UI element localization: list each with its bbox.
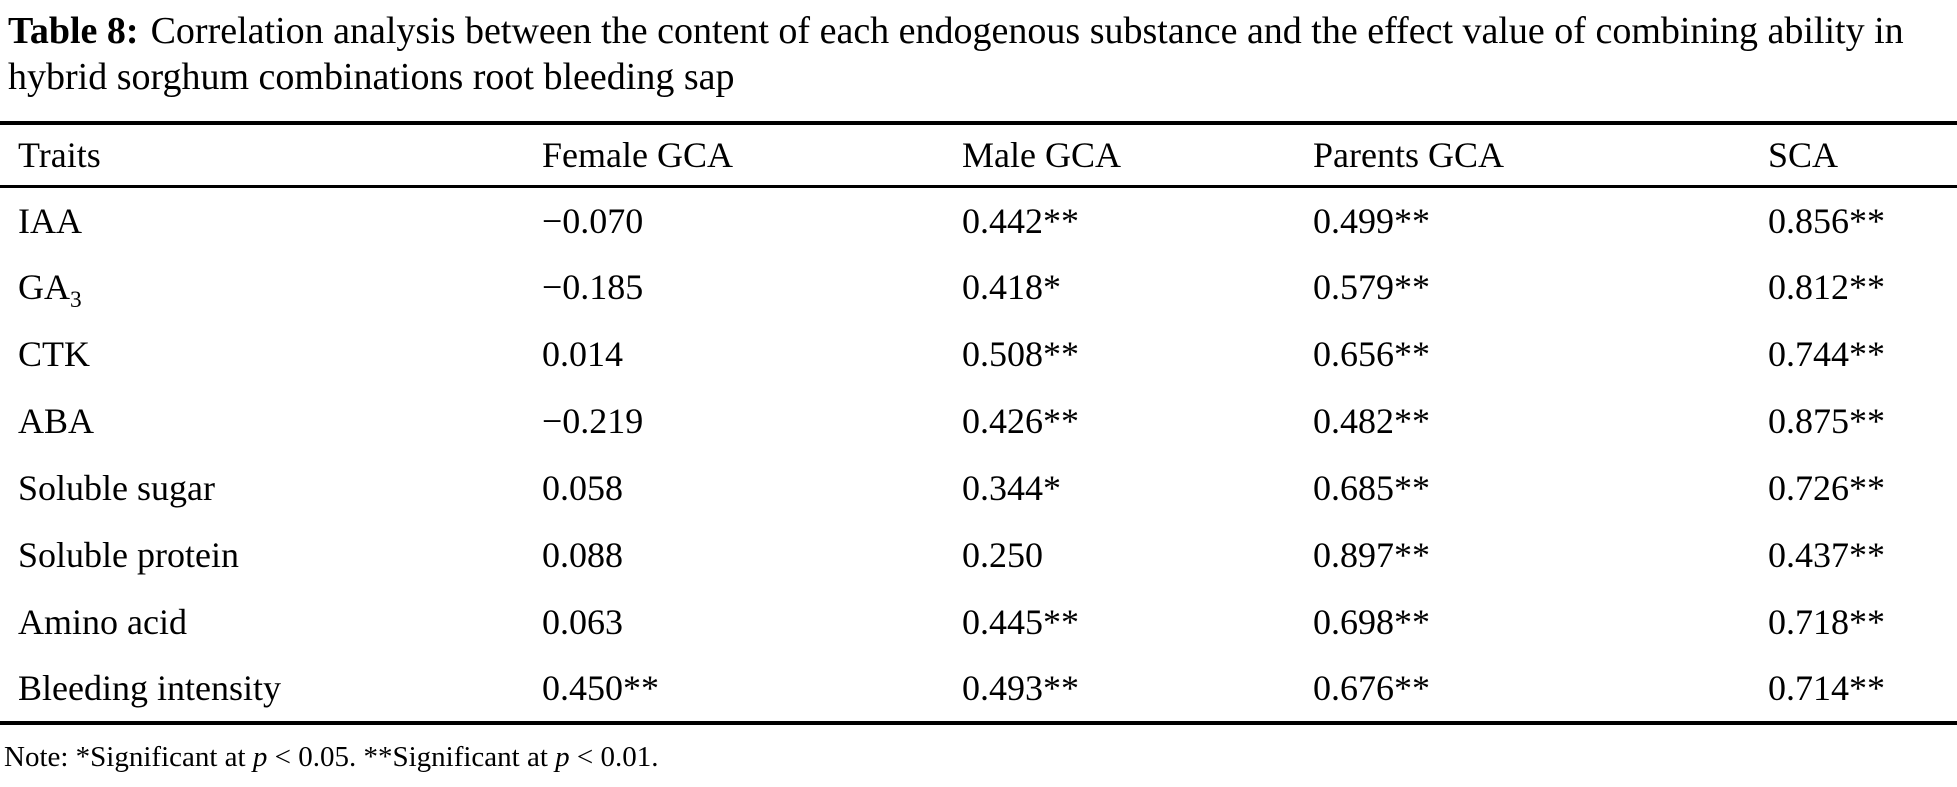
parents-gca-cell: 0.499** [1313, 200, 1430, 241]
column-header-traits: Traits [18, 134, 101, 175]
female-gca-cell: 0.450** [542, 668, 659, 709]
trait-cell: ABA [0, 388, 524, 455]
correlation-table: Traits Female GCA Male GCA Parents GCA S… [0, 121, 1957, 725]
sca-cell: 0.714** [1768, 668, 1885, 709]
table-row-bleeding-intensity: Bleeding intensity 0.450** 0.493** 0.676… [0, 656, 1957, 723]
sca-cell: 0.856** [1768, 200, 1885, 241]
note-text: < 0.01. [569, 740, 659, 773]
trait-label: Amino acid [18, 602, 187, 643]
table-row-soluble-protein: Soluble protein 0.088 0.250 0.897** 0.43… [0, 522, 1957, 589]
trait-subscript: 3 [70, 287, 82, 314]
male-gca-cell: 0.418* [962, 267, 1061, 308]
column-header-parents-gca: Parents GCA [1313, 134, 1504, 175]
parents-gca-cell: 0.676** [1313, 668, 1430, 709]
trait-cell: Soluble sugar [0, 455, 524, 522]
table-note: Note: *Significant at p < 0.05. **Signif… [0, 725, 1957, 774]
female-gca-cell: 0.058 [542, 468, 623, 509]
sca-cell: 0.437** [1768, 535, 1885, 576]
table-caption-number: Table 8: [8, 10, 139, 52]
trait-cell: IAA [0, 187, 524, 254]
note-text: Note: *Significant at [4, 740, 253, 773]
male-gca-cell: 0.508** [962, 334, 1079, 375]
male-gca-cell: 0.344* [962, 468, 1061, 509]
female-gca-cell: 0.014 [542, 334, 623, 375]
parents-gca-cell: 0.482** [1313, 401, 1430, 442]
male-gca-cell: 0.250 [962, 535, 1043, 576]
male-gca-cell: 0.442** [962, 200, 1079, 241]
column-header-male-gca: Male GCA [962, 134, 1121, 175]
trait-cell: Amino acid [0, 589, 524, 656]
trait-label: Soluble sugar [18, 468, 215, 509]
sca-cell: 0.726** [1768, 468, 1885, 509]
note-p-italic: p [555, 740, 570, 773]
parents-gca-cell: 0.897** [1313, 535, 1430, 576]
trait-label: IAA [18, 200, 82, 241]
male-gca-cell: 0.426** [962, 401, 1079, 442]
header-row: Traits Female GCA Male GCA Parents GCA S… [0, 122, 1957, 187]
table-row-soluble-sugar: Soluble sugar 0.058 0.344* 0.685** 0.726… [0, 455, 1957, 522]
female-gca-cell: −0.219 [542, 401, 644, 442]
note-text: < 0.05. **Significant at [267, 740, 556, 773]
table-row-ga3: GA3 −0.185 0.418* 0.579** 0.812** [0, 254, 1957, 321]
trait-label: GA [18, 267, 70, 308]
sca-cell: 0.744** [1768, 334, 1885, 375]
trait-label: Soluble protein [18, 535, 239, 576]
male-gca-cell: 0.445** [962, 602, 1079, 643]
table-caption: Table 8: Correlation analysis between the… [0, 6, 1957, 101]
female-gca-cell: −0.070 [542, 200, 644, 241]
trait-cell: GA3 [0, 254, 524, 321]
table-row-amino-acid: Amino acid 0.063 0.445** 0.698** 0.718** [0, 589, 1957, 656]
female-gca-cell: 0.063 [542, 602, 623, 643]
trait-label: Bleeding intensity [18, 668, 281, 709]
trait-cell: CTK [0, 321, 524, 388]
female-gca-cell: 0.088 [542, 535, 623, 576]
note-p-italic: p [252, 740, 268, 773]
table-row-ctk: CTK 0.014 0.508** 0.656** 0.744** [0, 321, 1957, 388]
male-gca-cell: 0.493** [962, 668, 1079, 709]
sca-cell: 0.875** [1768, 401, 1885, 442]
sca-cell: 0.812** [1768, 267, 1885, 308]
parents-gca-cell: 0.579** [1313, 267, 1430, 308]
sca-cell: 0.718** [1768, 602, 1885, 643]
trait-cell: Soluble protein [0, 522, 524, 589]
table-row-aba: ABA −0.219 0.426** 0.482** 0.875** [0, 388, 1957, 455]
parents-gca-cell: 0.656** [1313, 334, 1430, 375]
table-row-iaa: IAA −0.070 0.442** 0.499** 0.856** [0, 187, 1957, 254]
parents-gca-cell: 0.685** [1313, 468, 1430, 509]
female-gca-cell: −0.185 [542, 267, 644, 308]
parents-gca-cell: 0.698** [1313, 602, 1430, 643]
trait-label: CTK [18, 334, 90, 375]
trait-label: ABA [18, 401, 95, 442]
trait-cell: Bleeding intensity [0, 656, 524, 723]
column-header-sca: SCA [1768, 134, 1839, 175]
table-caption-text: Correlation analysis between the content… [8, 10, 1904, 99]
column-header-female-gca: Female GCA [542, 134, 733, 175]
